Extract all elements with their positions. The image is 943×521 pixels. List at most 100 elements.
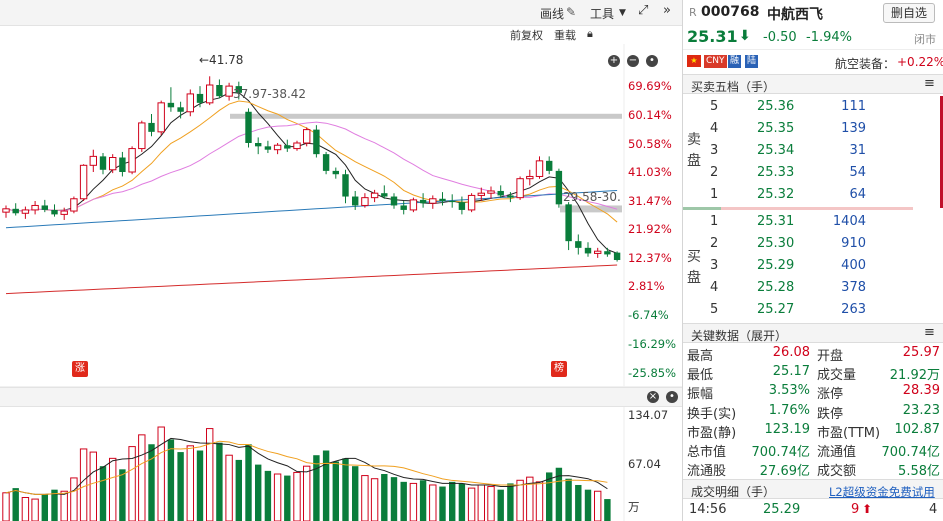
candle-body [409,199,418,211]
menu-icon-2[interactable]: ≡ [924,325,935,340]
level-number: 5 [710,302,719,317]
volume-bar [109,457,117,521]
overlay-button[interactable]: 重载 [554,29,576,42]
volume-bar [381,474,388,521]
ask-level-row[interactable]: 5 25.36 111 [683,96,943,118]
ma20-line [5,121,618,212]
orderbook-title: 买卖五档（手） [691,80,776,94]
kline-chart-area[interactable]: 画线 ✎ 工具 ▼ ⤢ » 前复权 重载 🔒︎ + − • 69.69% 60.1… [0,0,682,521]
volume-bar [128,446,136,521]
volume-bar [400,481,407,521]
level-number: 2 [710,165,719,180]
kline-chart[interactable] [0,0,682,521]
candle-body [216,85,223,97]
adjust-mode-select[interactable]: 前复权 [510,29,543,42]
ask-level-row[interactable]: 4 25.35 139 [683,118,943,140]
draw-line-button[interactable]: 画线 [540,7,565,21]
keydata-label: 总市值 [687,445,727,460]
level-price: 25.32 [757,187,795,202]
candle-body [467,194,476,211]
zoom-in-icon[interactable]: + [608,55,620,67]
bid-level-row[interactable]: 3 25.29 400 [683,255,943,277]
volume-bar [584,489,592,521]
keydata-value: 28.39 [902,383,940,399]
candle-body [313,129,320,155]
keydata-row: 振幅 3.53% 涨停 28.39 [683,382,943,402]
stock-prefix: R [689,6,697,19]
bid-level-row[interactable]: 2 25.30 910 [683,233,943,255]
chevron-down-icon[interactable]: ▼ [619,8,626,18]
cny-tag[interactable]: CNY [704,55,727,68]
keydata-row: 换手(实) 1.76% 跌停 23.23 [683,402,943,422]
l2-trial-link[interactable]: L2超级资金免费试用 [829,485,935,499]
keydata-header[interactable]: 关键数据（展开） ≡ [683,323,943,343]
level-number: 3 [710,258,719,273]
candle-body [604,251,611,255]
volume-bar [99,466,107,521]
tools-menu[interactable]: 工具 [590,7,615,21]
gear-icon[interactable]: • [666,391,678,403]
volume-bar [167,439,175,521]
remove-favorite-button[interactable]: 删自选 [883,3,935,23]
gap-label-1: 37.97-38.42 [233,87,307,101]
candle-body [225,85,233,97]
candle-body [497,190,504,196]
candle-body [477,192,486,196]
trade-price: 25.29 [763,502,801,517]
volume-bar [273,473,282,521]
keydata-value: 25.97 [902,345,940,360]
candle-body [293,142,301,150]
keydata-title[interactable]: 关键数据（展开） [691,329,788,343]
settings-icon[interactable]: • [646,55,658,67]
pct-axis-label: 69.69% [628,79,672,93]
bid-level-row[interactable]: 1 25.31 1404 [683,211,943,233]
candle-body [449,201,456,203]
close-icon[interactable]: × [647,391,659,403]
zoom-out-icon[interactable]: − [627,55,639,67]
lock-icon[interactable]: 🔒︎ [587,27,593,40]
ask-level-row[interactable]: 2 25.33 54 [683,162,943,184]
volume-bar [206,428,214,521]
chart-toolbar: 画线 ✎ 工具 ▼ ⤢ » [0,0,682,26]
price-change-pct: -1.94% [806,30,852,45]
margin-tag[interactable]: 融 [728,55,742,68]
sector-change: +0.22% [897,55,943,69]
limit-up-badge[interactable]: 涨 [72,361,88,377]
connect-tag[interactable]: 陆 [745,55,759,68]
fullscreen-icon[interactable]: ⤢ [638,3,649,18]
ranking-badge[interactable]: 榜 [551,361,567,377]
menu-icon[interactable]: ≡ [924,76,935,91]
volume-bar [429,484,437,521]
pct-axis-label: 12.37% [628,251,672,265]
level-price: 25.27 [757,302,795,317]
pct-axis-label: 2.81% [628,279,665,293]
level-volume: 139 [841,121,866,136]
volume-bar [264,470,272,521]
bid-level-row[interactable]: 5 25.27 263 [683,299,943,321]
candle-body [555,170,563,205]
candle-body [361,197,369,206]
candle-body [419,199,427,204]
ask-level-row[interactable]: 1 25.32 64 [683,184,943,206]
sector-label[interactable]: 航空装备： [835,57,896,71]
candle-body [31,204,39,211]
keydata-value: 26.08 [772,345,810,360]
candle-body [148,122,155,132]
volume-bar [2,492,10,521]
keydata-value: 23.23 [902,402,940,418]
sell-pressure-bar [940,96,943,208]
keydata-value: 1.76% [768,402,810,418]
price-change: -0.50 [763,30,797,45]
pencil-icon[interactable]: ✎ [566,5,577,19]
pct-axis-label: 41.03% [628,165,672,179]
candle-body [2,208,10,213]
volume-bar [390,477,398,521]
volume-bar [119,469,126,521]
ma10-line [5,100,618,223]
ask-level-row[interactable]: 3 25.34 31 [683,140,943,162]
level-number: 1 [710,214,719,229]
bid-level-row[interactable]: 4 25.28 378 [683,277,943,299]
candle-body [157,102,165,133]
collapse-icon[interactable]: » [663,3,671,18]
volume-bar [51,489,58,521]
